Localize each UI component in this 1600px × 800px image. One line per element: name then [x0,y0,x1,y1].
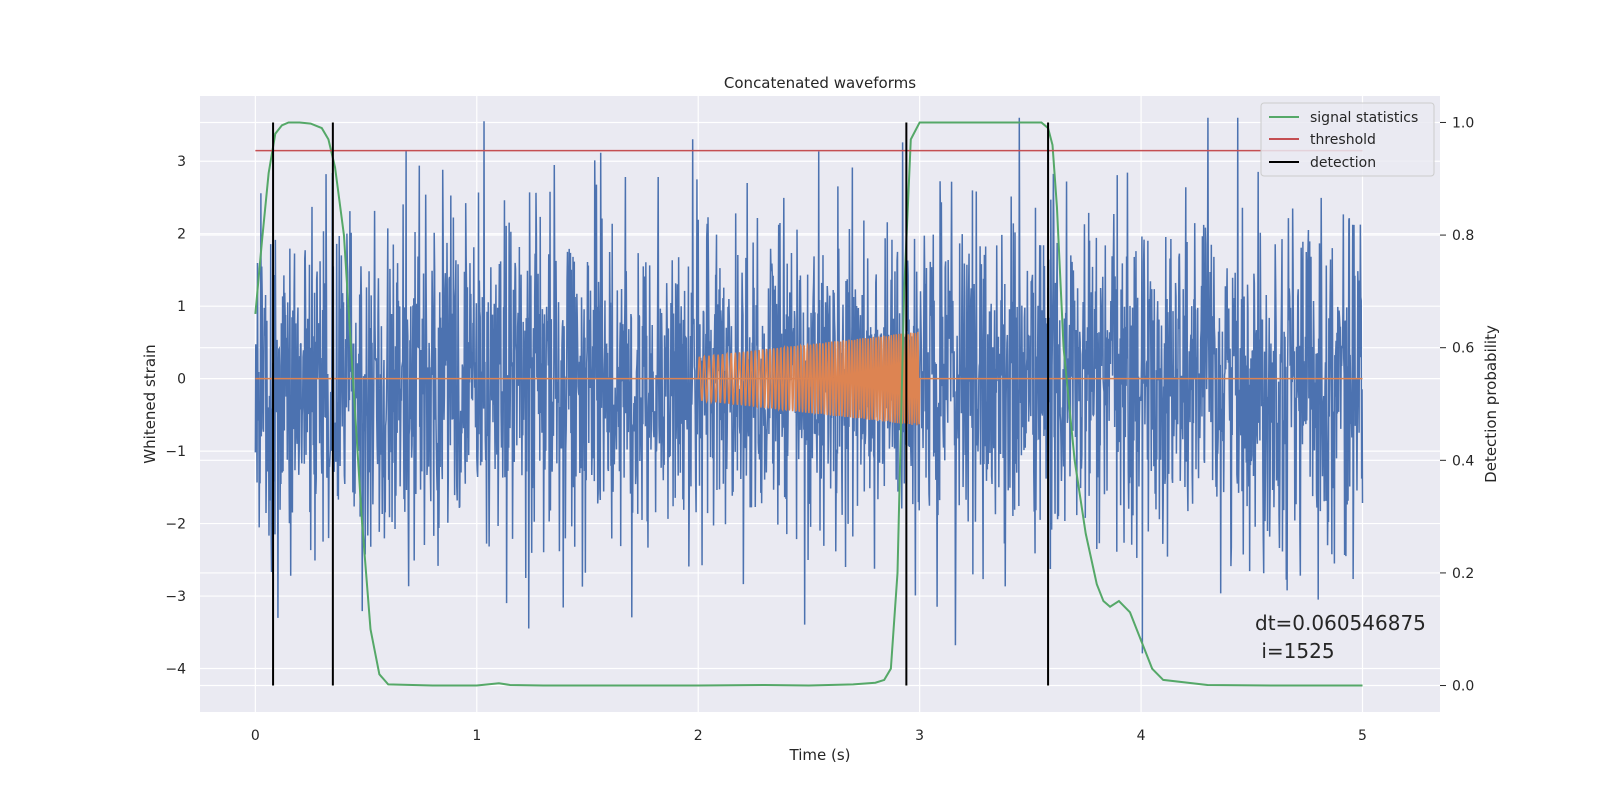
legend-label-threshold: threshold [1310,132,1376,148]
y2-tick-label: 1.0 [1452,115,1474,131]
y2-axis-label: Detection probability [1482,325,1500,483]
chart-title: Concatenated waveforms [724,74,916,92]
x-tick-label: 3 [915,728,924,744]
injection-series [255,331,1363,426]
y-axis-label: Whitened strain [141,344,159,463]
y2-tick-label: 0.6 [1452,341,1474,357]
strain-series [254,117,1364,654]
x-tick-labels: 0 1 2 3 4 5 [251,728,1367,744]
x-axis-label: Time (s) [789,746,851,764]
y-tick-label: 1 [177,299,186,315]
y-tick-label: −1 [165,444,186,460]
legend-box [1260,102,1435,177]
index-annotation: i=1525 [1255,639,1335,663]
y-tick-label: −2 [165,517,186,533]
legend-label-statistics: signal statistics [1310,110,1418,126]
dt-annotation: dt=0.060546875 [1255,611,1426,635]
y2-tick-label: 0.0 [1452,679,1474,695]
y-tick-label: −3 [165,589,186,605]
detection-series [272,122,1050,686]
x-tick-label: 5 [1358,728,1367,744]
x-tick-label: 1 [472,728,481,744]
legend-label-detection: detection [1310,155,1376,171]
statistic-series [254,121,1363,687]
y2-tick-label: 0.4 [1452,453,1474,469]
injection-chirp [697,331,921,426]
y2-tick-labels: 0.0 0.2 0.4 0.6 0.8 1.0 [1440,115,1474,695]
x-tick-label: 2 [694,728,703,744]
y2-tick-label: 0.2 [1452,566,1474,582]
y-tick-label: 2 [177,227,186,243]
y2-tick-label: 0.8 [1452,228,1474,244]
x-tick-label: 0 [251,728,260,744]
y-tick-label: 3 [177,154,186,170]
legend: signal statistics threshold detection [1260,102,1435,177]
statistic-line [254,121,1363,687]
y-tick-label: −4 [165,662,186,678]
strain-line [254,117,1364,654]
x-tick-label: 4 [1137,728,1146,744]
y-tick-labels: −4 −3 −2 −1 0 1 2 3 [165,154,186,677]
y-tick-label: 0 [177,372,186,388]
